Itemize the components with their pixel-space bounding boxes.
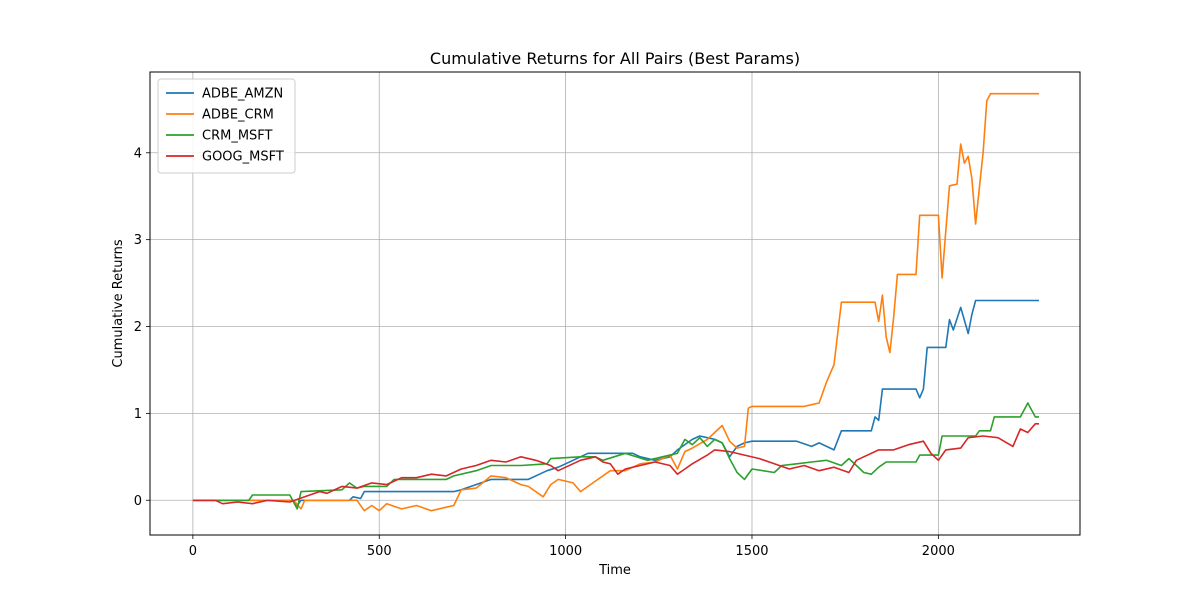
x-axis-label: Time	[598, 563, 631, 578]
legend-box	[157, 78, 296, 174]
x-tick-label: 1500	[735, 544, 768, 559]
y-tick-label: 2	[134, 320, 142, 335]
legend-label: ADBE_CRM	[202, 108, 274, 123]
legend-label: ADBE_AMZN	[202, 87, 283, 102]
y-tick-label: 4	[134, 146, 142, 161]
legend: ADBE_AMZN ADBE_CRM CRM_MSFT GOOG_MSFT	[157, 78, 296, 174]
grid	[150, 72, 1080, 535]
chart-title: Cumulative Returns for All Pairs (Best P…	[430, 49, 800, 68]
series-line-goog-msft	[192, 423, 1039, 505]
x-tick-label: 2000	[922, 544, 955, 559]
legend-label: GOOG_MSFT	[202, 150, 284, 165]
series-line-crm-msft	[192, 402, 1039, 510]
x-tick-label: 0	[189, 544, 197, 559]
x-tick-label: 1000	[549, 544, 582, 559]
y-tick-label: 0	[134, 494, 142, 509]
y-tick-label: 3	[134, 233, 142, 248]
y-tick-label: 1	[134, 407, 142, 422]
series-lines	[192, 92, 1039, 512]
y-axis-label: Cumulative Returns	[111, 239, 126, 367]
legend-label: CRM_MSFT	[202, 129, 273, 144]
plot-frame	[149, 71, 1081, 536]
axis-ticks: 0 500 1000 1500 2000 0 1 2 3 4	[134, 146, 955, 559]
x-tick-label: 500	[367, 544, 392, 559]
series-line-adbe-crm	[192, 92, 1039, 512]
